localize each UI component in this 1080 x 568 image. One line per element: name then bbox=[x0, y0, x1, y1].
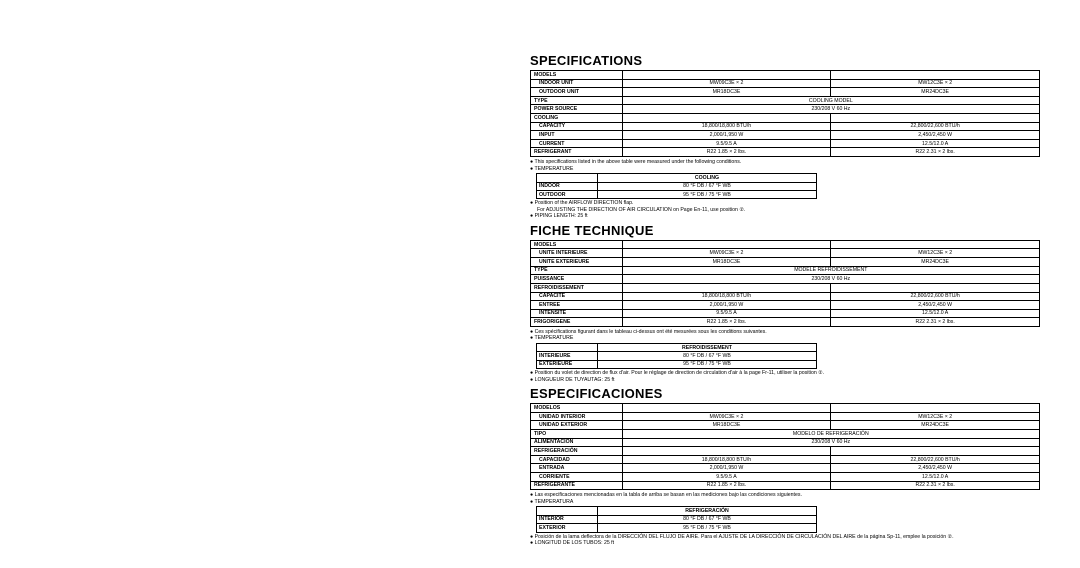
spec-table-fr: MODELS UNITE INTERIEUREMW09C3E × 2MW12C3… bbox=[530, 240, 1040, 327]
cond-table-fr: REFROIDISSEMENT INTERIEURE80 °F DB / 67 … bbox=[536, 343, 817, 369]
notes-fr: ● Ces spécifications figurant dans le ta… bbox=[530, 329, 1040, 383]
spec-table-es: MODELOS UNIDAD INTERIORMW09C3E × 2MW12C3… bbox=[530, 403, 1040, 490]
title-fr: FICHE TECHNIQUE bbox=[530, 223, 1040, 238]
page-content: SPECIFICATIONS MODELS INDOOR UNITMW09C3E… bbox=[530, 50, 1040, 547]
notes-es: ● Las especificaciones mencionadas en la… bbox=[530, 492, 1040, 546]
spec-table-en: MODELS INDOOR UNITMW09C3E × 2MW12C3E × 2… bbox=[530, 70, 1040, 157]
title-en: SPECIFICATIONS bbox=[530, 53, 1040, 68]
cond-table-en: COOLING INDOOR80 °F DB / 67 °F WB OUTDOO… bbox=[536, 173, 817, 199]
title-es: ESPECIFICACIONES bbox=[530, 386, 1040, 401]
cond-table-es: REFRIGERACIÓN INTERIOR80 °F DB / 67 °F W… bbox=[536, 506, 817, 532]
notes-en: ● This specifications listed in the abov… bbox=[530, 159, 1040, 220]
